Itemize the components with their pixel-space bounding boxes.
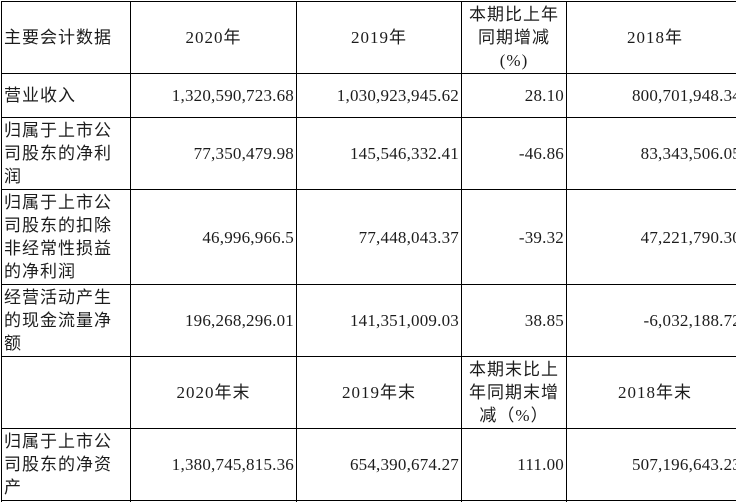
value-2018: 47,221,790.30 <box>566 189 736 285</box>
header-period-end-change-pct: 本期末比上 年同期末增 减（%） <box>461 356 567 429</box>
header-year-2018: 2018年 <box>566 1 736 74</box>
value-2019: 1,030,923,945.62 <box>296 73 462 118</box>
value-change: 28.10 <box>461 73 567 118</box>
table-row-total-assets: 总资产 3,613,811,014.36 2,164,726,969.59 66… <box>1 500 736 502</box>
value-2018: 507,196,643.23 <box>566 428 736 501</box>
value-2019: 654,390,674.27 <box>296 428 462 501</box>
header-change-pct: 本期比上年 同期增减 (%) <box>461 1 567 74</box>
value-2019: 141,351,009.03 <box>296 284 462 357</box>
value-2018: 83,343,506.05 <box>566 117 736 190</box>
row-label: 归属于上市公 司股东的扣除 非经常性损益 的净利润 <box>1 189 131 285</box>
table-row-operating-cash-flow: 经营活动产生 的现金流量净 额 196,268,296.01 141,351,0… <box>1 284 736 357</box>
value-change: -46.86 <box>461 117 567 190</box>
value-change: -39.32 <box>461 189 567 285</box>
header-year-2020: 2020年 <box>130 1 297 74</box>
value-2019: 145,546,332.41 <box>296 117 462 190</box>
value-2018: 1,561,969,941.20 <box>566 500 736 502</box>
header-year-end-2018: 2018年末 <box>566 356 736 429</box>
table-row-operating-revenue: 营业收入 1,320,590,723.68 1,030,923,945.62 2… <box>1 73 736 118</box>
value-change: 38.85 <box>461 284 567 357</box>
row-label: 归属于上市公 司股东的净利 润 <box>1 117 131 190</box>
value-2018: -6,032,188.72 <box>566 284 736 357</box>
value-2020: 196,268,296.01 <box>130 284 297 357</box>
header-year-end-2020: 2020年末 <box>130 356 297 429</box>
value-2020: 1,380,745,815.36 <box>130 428 297 501</box>
header-year-2019: 2019年 <box>296 1 462 74</box>
header-main-label: 主要会计数据 <box>1 1 131 74</box>
row-label: 营业收入 <box>1 73 131 118</box>
table-row-net-assets: 归属于上市公 司股东的净资 产 1,380,745,815.36 654,390… <box>1 428 736 501</box>
table-row-net-profit: 归属于上市公 司股东的净利 润 77,350,479.98 145,546,33… <box>1 117 736 190</box>
header-empty-cell <box>1 356 131 429</box>
value-2018: 800,701,948.34 <box>566 73 736 118</box>
row-label: 归属于上市公 司股东的净资 产 <box>1 428 131 501</box>
value-2020: 1,320,590,723.68 <box>130 73 297 118</box>
table-row-period-end-header: 2020年末 2019年末 本期末比上 年同期末增 减（%） 2018年末 <box>1 356 736 429</box>
table-row-net-profit-excl-nonrecurring: 归属于上市公 司股东的扣除 非经常性损益 的净利润 46,996,966.5 7… <box>1 189 736 285</box>
value-2019: 77,448,043.37 <box>296 189 462 285</box>
row-label: 经营活动产生 的现金流量净 额 <box>1 284 131 357</box>
header-year-end-2019: 2019年末 <box>296 356 462 429</box>
value-change: 111.00 <box>461 428 567 501</box>
table-row-annual-header: 主要会计数据 2020年 2019年 本期比上年 同期增减 (%) 2018年 <box>1 1 736 74</box>
value-2020: 77,350,479.98 <box>130 117 297 190</box>
value-2020: 46,996,966.5 <box>130 189 297 285</box>
